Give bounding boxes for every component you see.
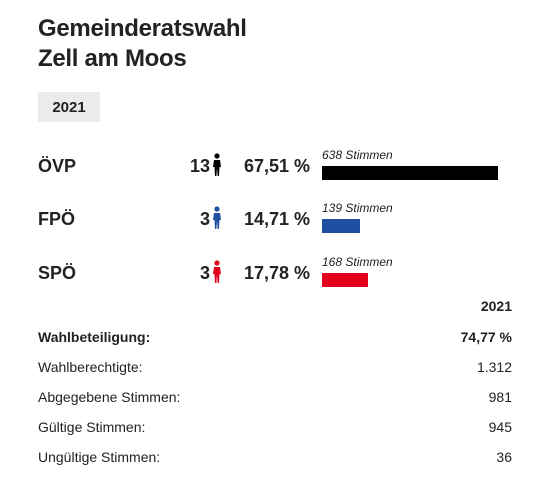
title-line-1: Gemeinderatswahl xyxy=(38,15,247,42)
year-tab-2021[interactable]: 2021 xyxy=(38,92,100,122)
stat-value: 74,77 % xyxy=(460,329,512,345)
stats-year-header: 2021 xyxy=(480,298,512,314)
votes-label: 638 Stimmen xyxy=(322,148,393,162)
vote-percentage: 17,78 % xyxy=(244,263,311,283)
stat-label: Wahlbeteiligung: xyxy=(38,329,151,345)
vote-bar xyxy=(322,219,360,233)
seat-count: 3 xyxy=(199,209,210,229)
party-row-spö: SPÖ 3 17,78 % 168 Stimmen xyxy=(0,253,556,293)
party-name: SPÖ xyxy=(38,263,77,283)
party-row-fpö: FPÖ 3 14,71 % 139 Stimmen xyxy=(0,199,556,239)
stat-row: Gültige Stimmen: 945 xyxy=(38,412,512,442)
vote-percentage: 14,71 % xyxy=(244,209,311,229)
stat-value: 1.312 xyxy=(476,359,512,375)
party-row-övp: ÖVP 13 67,51 % 638 Stimmen xyxy=(0,146,556,186)
vote-bar xyxy=(322,166,498,180)
vote-percentage: 67,51 % xyxy=(244,156,311,176)
person-icon xyxy=(212,153,222,177)
vote-bar-area: 638 Stimmen xyxy=(322,146,522,186)
votes-label: 139 Stimmen xyxy=(322,201,393,215)
person-icon xyxy=(212,260,222,284)
stat-value: 945 xyxy=(488,419,512,435)
vote-bar xyxy=(322,273,368,287)
stat-value: 981 xyxy=(488,389,512,405)
page-title: Gemeinderatswahl Zell am Moos xyxy=(38,14,247,74)
stat-label: Gültige Stimmen: xyxy=(38,419,146,435)
title-line-2: Zell am Moos xyxy=(38,45,187,72)
votes-label: 168 Stimmen xyxy=(322,255,393,269)
person-icon xyxy=(212,206,222,230)
party-name: FPÖ xyxy=(38,209,76,229)
stat-label: Wahlberechtigte: xyxy=(38,359,143,375)
seat-count: 13 xyxy=(189,156,210,176)
stat-row: Abgegebene Stimmen: 981 xyxy=(38,382,512,412)
stat-label: Ungültige Stimmen: xyxy=(38,449,161,465)
stat-row: Ungültige Stimmen: 36 xyxy=(38,442,512,472)
seat-count: 3 xyxy=(199,263,210,283)
stat-row: Wahlbeteiligung: 74,77 % xyxy=(38,322,512,352)
party-name: ÖVP xyxy=(38,156,77,176)
stat-row: Wahlberechtigte: 1.312 xyxy=(38,352,512,382)
stat-label: Abgegebene Stimmen: xyxy=(38,389,181,405)
vote-bar-area: 139 Stimmen xyxy=(322,199,522,239)
stat-value: 36 xyxy=(496,449,512,465)
vote-bar-area: 168 Stimmen xyxy=(322,253,522,293)
stats-rows: Wahlbeteiligung: 74,77 % Wahlberechtigte: 1… xyxy=(38,322,512,472)
stats-table: 2021 Wahlbeteiligung: 74,77 % Wahlberechti… xyxy=(38,298,512,472)
